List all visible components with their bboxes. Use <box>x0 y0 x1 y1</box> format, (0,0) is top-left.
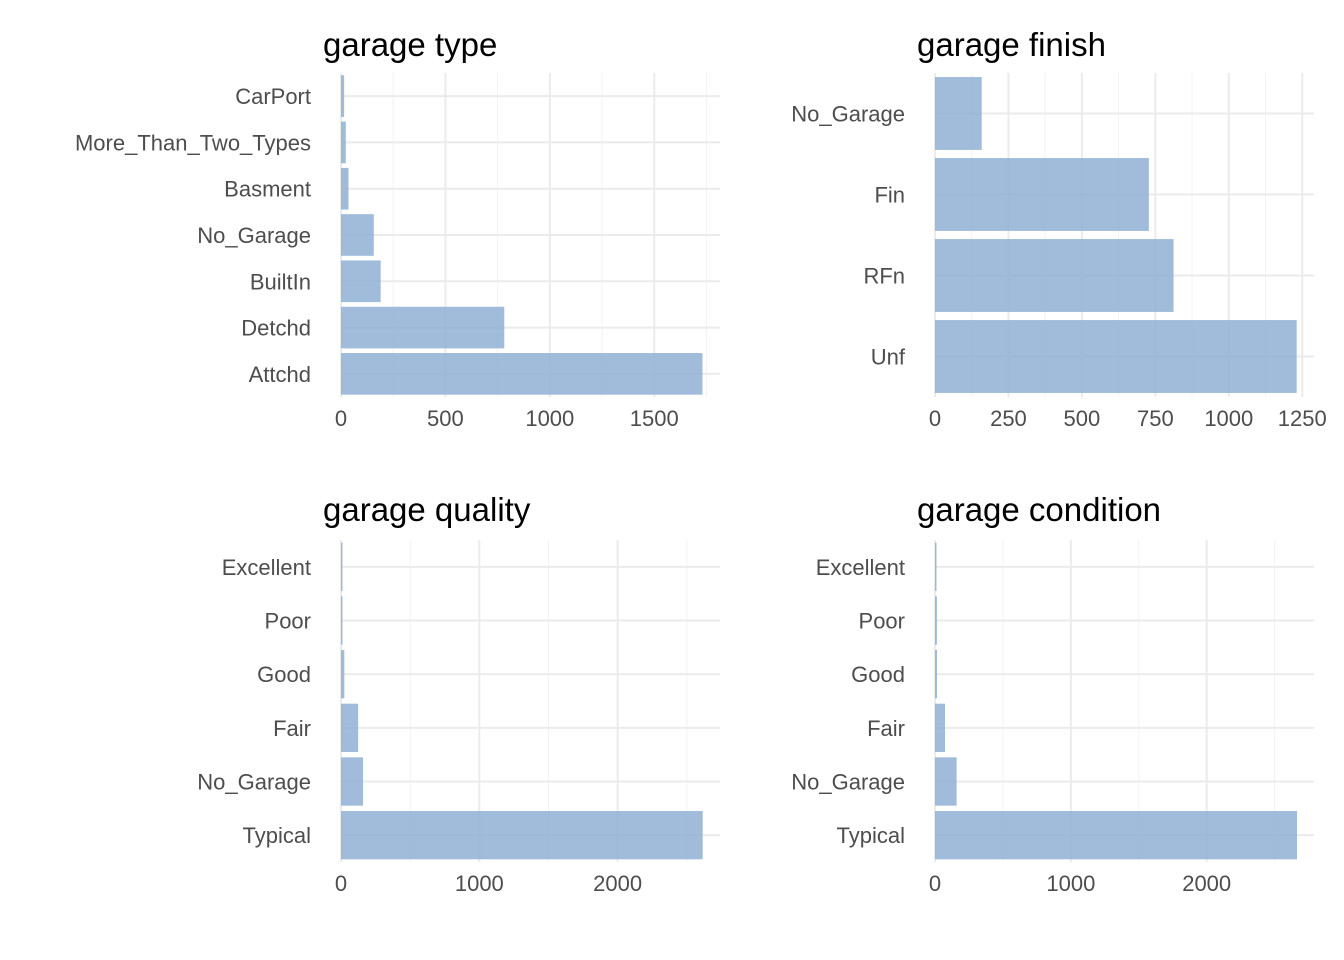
category-label: Poor <box>265 609 311 634</box>
category-label: Detchd <box>241 316 311 341</box>
bar-typical <box>935 811 1298 860</box>
bar-builtin <box>341 260 381 303</box>
bar-no_garage <box>341 757 363 806</box>
bar-detchd <box>341 306 505 349</box>
category-label: No_Garage <box>197 223 311 248</box>
category-label: Poor <box>859 609 905 634</box>
chart-panel-4: Excellent Poor Good Fair No_Garage Typical 0 10… <box>791 491 1314 896</box>
bar-fin <box>935 158 1149 231</box>
x-tick-label: 500 <box>1064 406 1101 431</box>
x-tick-label: 0 <box>335 871 347 896</box>
bar-unf <box>935 320 1297 393</box>
bar-rfn <box>935 239 1174 312</box>
bar-fair <box>341 703 359 752</box>
bar-no_garage <box>341 214 374 256</box>
chart-title: garage finish <box>917 26 1106 63</box>
bar-poor <box>341 596 343 645</box>
category-label: No_Garage <box>791 770 905 795</box>
bar-attchd <box>341 353 703 395</box>
category-label: Fair <box>867 716 905 741</box>
x-tick-label: 250 <box>990 406 1027 431</box>
x-tick-label: 1000 <box>525 406 574 431</box>
x-tick-label: 1000 <box>455 871 504 896</box>
category-label: Typical <box>243 823 311 848</box>
category-label: Fair <box>273 716 311 741</box>
x-tick-label: 2000 <box>593 871 642 896</box>
chart-panel-1: CarPort More_Than_Two_Types Basment No_Gara… <box>75 26 720 431</box>
x-tick-label: 1000 <box>1046 871 1095 896</box>
category-label: Good <box>257 662 311 687</box>
bar-basment <box>341 167 349 210</box>
bar-carport <box>341 75 345 117</box>
bar-more_than_two_types <box>341 121 346 164</box>
bar-excellent <box>341 542 343 591</box>
category-label: CarPort <box>235 84 311 109</box>
bar-no_garage <box>935 757 957 806</box>
category-label: BuiltIn <box>250 269 311 294</box>
bar-excellent <box>935 542 937 591</box>
chart-title: garage type <box>323 26 497 63</box>
x-tick-label: 0 <box>335 406 347 431</box>
x-tick-label: 1500 <box>630 406 679 431</box>
bar-good <box>935 650 938 699</box>
category-label: No_Garage <box>791 102 905 127</box>
category-label: RFn <box>863 264 905 289</box>
category-label: Unf <box>871 345 906 370</box>
x-tick-label: 0 <box>929 871 941 896</box>
chart-title: garage condition <box>917 491 1161 528</box>
category-label: Fin <box>874 183 905 208</box>
chart-panel-2: No_Garage Fin RFn Unf 0 250 500 750 1000 1250 gara… <box>791 26 1326 431</box>
x-tick-label: 0 <box>929 406 941 431</box>
x-tick-label: 1000 <box>1204 406 1253 431</box>
category-label: No_Garage <box>197 770 311 795</box>
chart-panel-3: Excellent Poor Good Fair No_Garage Typical 0 10… <box>197 491 720 896</box>
category-label: Excellent <box>816 555 905 580</box>
x-tick-label: 2000 <box>1182 871 1231 896</box>
category-label: Basment <box>224 177 311 202</box>
chart-title: garage quality <box>323 491 531 528</box>
category-label: Attchd <box>249 362 311 387</box>
x-tick-label: 750 <box>1137 406 1174 431</box>
category-label: Typical <box>837 823 905 848</box>
x-tick-label: 500 <box>427 406 464 431</box>
bar-typical <box>341 811 703 860</box>
bar-fair <box>935 703 946 752</box>
x-tick-label: 1250 <box>1278 406 1327 431</box>
bar-poor <box>935 596 937 645</box>
bar-no_garage <box>935 77 982 150</box>
bar-good <box>341 650 345 699</box>
category-label: Good <box>851 662 905 687</box>
category-label: More_Than_Two_Types <box>75 130 311 155</box>
category-label: Excellent <box>222 555 311 580</box>
